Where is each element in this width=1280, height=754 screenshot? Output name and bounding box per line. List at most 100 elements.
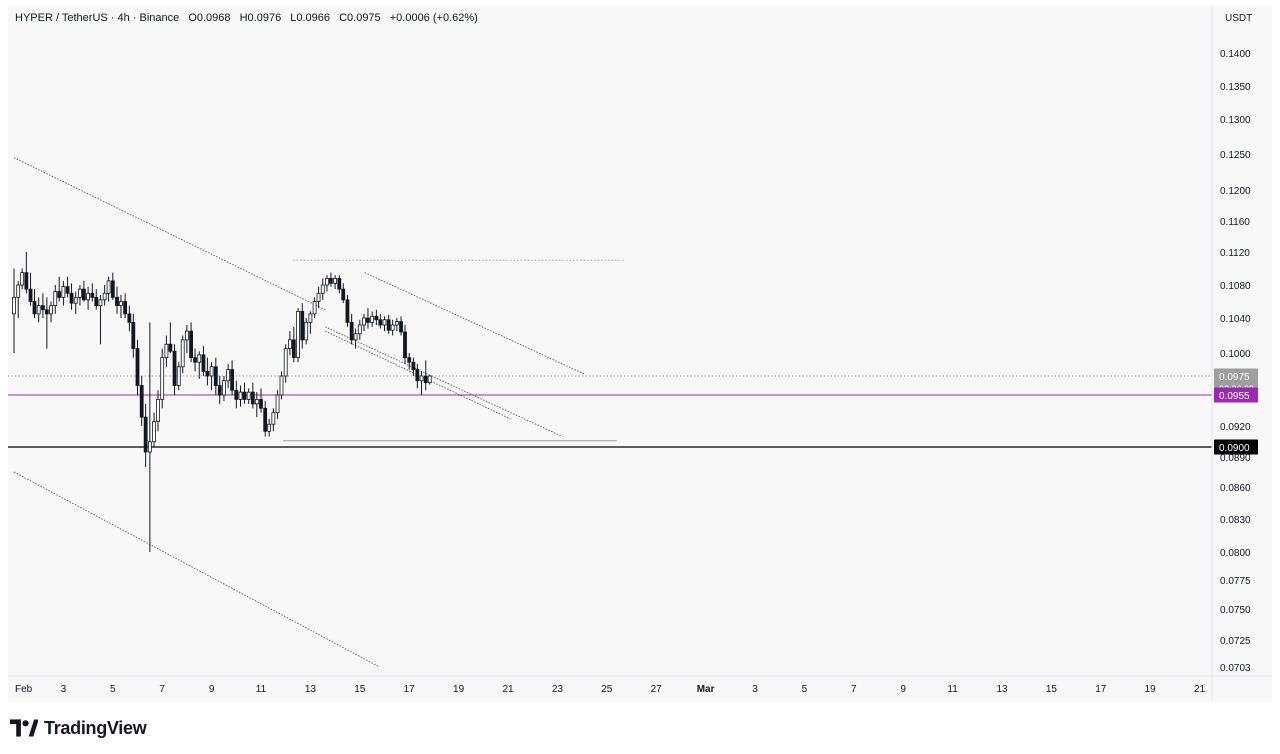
candle: [131, 313, 136, 358]
candle-body: [106, 280, 111, 294]
candle-body: [217, 385, 222, 396]
candle: [403, 325, 407, 365]
open-value: O0.0968: [188, 12, 231, 24]
y-tick-label: 0.0890: [1220, 453, 1251, 464]
x-tick-label: 19: [453, 684, 465, 695]
candle: [94, 289, 99, 310]
candle-body: [419, 375, 424, 382]
candle-body: [78, 288, 82, 298]
candle-body: [189, 330, 193, 359]
candle-body: [115, 296, 119, 307]
x-tick-label: 15: [1046, 684, 1058, 695]
candle: [168, 322, 173, 353]
candle: [254, 392, 259, 418]
candle-body: [263, 407, 268, 432]
candle: [127, 305, 132, 332]
candle: [390, 319, 395, 336]
candle: [213, 357, 218, 395]
x-tick-label: 3: [61, 684, 67, 695]
y-tick-label: 0.0860: [1220, 483, 1251, 494]
candlestick-series: [12, 252, 432, 552]
candle: [143, 403, 148, 467]
candle-body: [267, 423, 272, 432]
candle: [296, 308, 300, 363]
y-tick-label: 0.0830: [1220, 515, 1251, 526]
candle: [423, 360, 428, 391]
trendline: [13, 157, 326, 311]
candle: [279, 371, 284, 400]
x-tick-label: 21: [502, 684, 514, 695]
y-tick-label: 0.0725: [1220, 636, 1251, 647]
candle: [271, 408, 276, 432]
candle-body: [353, 333, 358, 341]
candle-body: [357, 324, 362, 335]
candle: [399, 316, 403, 336]
candle-body: [135, 348, 140, 386]
candle: [28, 272, 33, 306]
candle-body: [131, 321, 136, 350]
candle-body: [407, 357, 412, 363]
candle: [102, 285, 107, 306]
candle-body: [152, 421, 156, 443]
candle-body: [40, 305, 45, 311]
candle-body: [61, 286, 66, 298]
x-tick-label: 5: [110, 684, 116, 695]
candle: [106, 276, 111, 302]
candle: [69, 283, 74, 310]
candle: [283, 344, 288, 383]
y-tick-label: 0.1250: [1220, 150, 1251, 161]
candle-body: [259, 399, 263, 409]
symbol-label[interactable]: HYPER / TetherUS · 4h · Binance: [15, 12, 180, 24]
y-tick-label: 0.1350: [1220, 82, 1251, 93]
candle: [238, 385, 243, 407]
candle-body: [415, 369, 420, 382]
candle: [135, 339, 140, 395]
candle: [312, 297, 317, 318]
horizontal-levels: [8, 259, 1212, 448]
tradingview-logo[interactable]: TradingView: [10, 716, 147, 740]
x-tick-label: 13: [305, 684, 317, 695]
price-badge-label: 0.0955: [1219, 391, 1250, 402]
candle: [16, 280, 21, 318]
y-tick-label: 0.1300: [1220, 115, 1251, 126]
candle: [411, 357, 416, 376]
y-tick-label: 0.1080: [1220, 281, 1251, 292]
price-badge-bg: [1214, 439, 1258, 455]
trendline: [325, 326, 563, 437]
low-value: L0.0966: [290, 12, 331, 24]
x-tick-label: 11: [947, 684, 958, 695]
trendlines: [13, 157, 585, 668]
candle: [382, 316, 387, 332]
candle: [362, 313, 366, 332]
candle: [320, 278, 325, 300]
y-tick-label: 0.0775: [1220, 576, 1251, 587]
candle-body: [374, 315, 379, 321]
candle: [222, 376, 226, 402]
candle-body: [349, 321, 354, 341]
candle: [275, 390, 280, 419]
candle-body: [308, 313, 313, 323]
y-tick-label: 0.0800: [1220, 548, 1251, 559]
candle: [36, 297, 41, 323]
candle: [287, 331, 292, 355]
candle-body: [271, 412, 276, 425]
candle-body: [12, 296, 16, 315]
candle: [366, 308, 370, 329]
candle-body: [337, 277, 342, 290]
currency-unit-label[interactable]: USDT: [1225, 13, 1253, 24]
change-value: +0.0006 (+0.62%): [389, 12, 478, 24]
candle-body: [345, 299, 350, 323]
candle-body: [164, 343, 169, 359]
candle-body: [226, 369, 231, 382]
x-tick-label: 17: [404, 684, 416, 695]
candle-body: [382, 319, 387, 326]
candle-body: [246, 391, 251, 400]
y-tick-label: 0.1000: [1220, 349, 1251, 360]
candle-body: [238, 391, 243, 400]
y-tick-label: 0.0703: [1220, 663, 1251, 674]
candle: [333, 275, 338, 290]
chart-panel[interactable]: [8, 6, 1272, 702]
candle-body: [366, 317, 370, 323]
candle-body: [250, 391, 255, 405]
